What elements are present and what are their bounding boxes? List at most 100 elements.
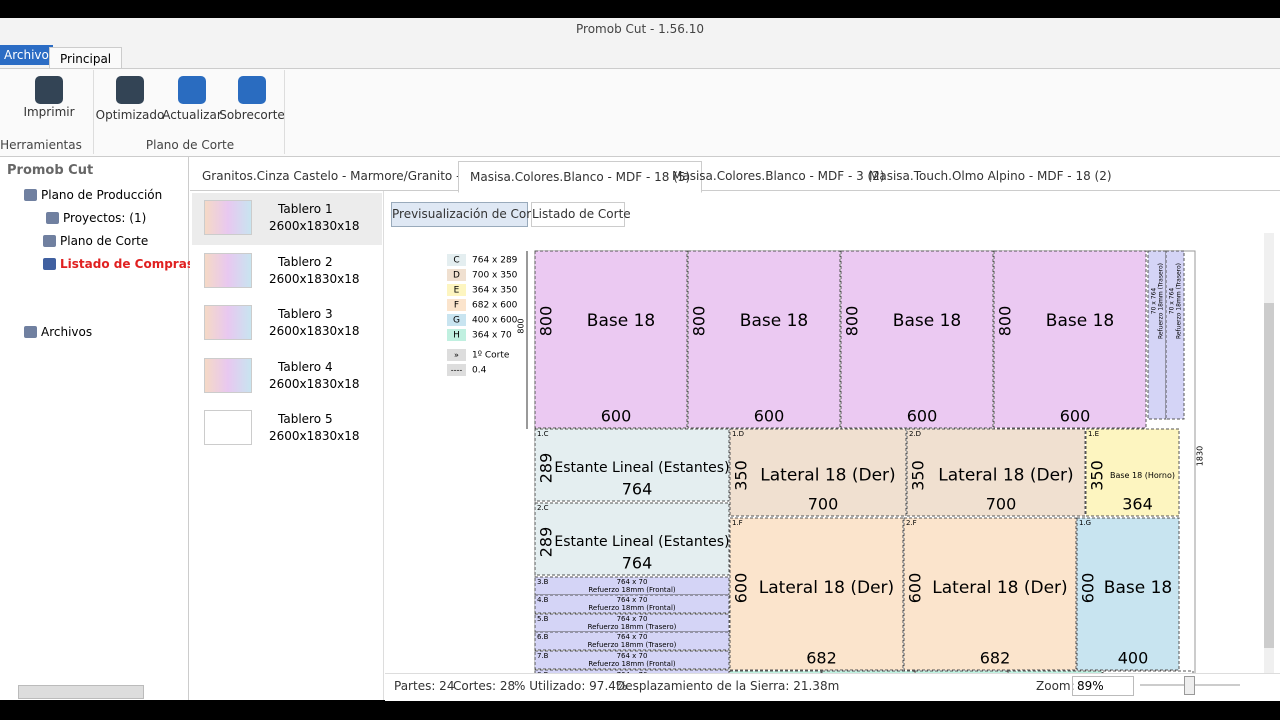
tree-item[interactable]: Plano de Corte [60, 234, 149, 248]
sidebar-scrollbar [18, 685, 144, 699]
legend-swatch [447, 364, 466, 376]
piece-id: 2.H [824, 672, 836, 673]
ribbon-group-label: Plano de Corte [145, 138, 235, 152]
piece [1085, 428, 1180, 517]
board-size: 2600x1830x18 [269, 271, 360, 286]
piece-name: Base 18 [1104, 578, 1172, 598]
piece [906, 428, 1086, 517]
piece [1076, 517, 1180, 671]
ribbon-button[interactable]: Imprimir [23, 105, 75, 119]
piece-id: 1.D [732, 430, 744, 438]
legend-swatch [447, 349, 466, 361]
piece-name: Lateral 18 (Der) [759, 578, 894, 598]
legend-size: 364 x 350 [472, 286, 518, 296]
board-thumbnail[interactable] [204, 305, 252, 340]
piece-height: 350 [732, 460, 751, 491]
board-thumbnail[interactable] [204, 410, 252, 445]
piece-name: Lateral 18 (Der) [760, 466, 895, 486]
board-thumbnail[interactable] [204, 252, 252, 288]
tree-item[interactable]: Archivos [41, 325, 93, 339]
piece-width: 600 [1060, 407, 1091, 426]
board-number: 1 [325, 202, 333, 216]
legend-size: 400 x 600 [472, 316, 518, 326]
piece-id: 4.H [1010, 672, 1022, 673]
cut-diagram: C 764 x 289 D 700 x 350 E 364 x 350 F 682 x 600… [447, 250, 1205, 673]
ribbon-button[interactable]: Sobrecorte [219, 108, 285, 122]
piece-id: 2.F [906, 519, 917, 527]
status-item: Partes: 24 [394, 679, 455, 693]
legend-text: 1º Corte [472, 351, 510, 361]
board-thumbnail[interactable] [204, 357, 252, 393]
piece-id: 3.B [537, 578, 549, 586]
piece-name: Refuerzo 18mm (Frontal) [588, 604, 676, 612]
piece-id: 5.B [537, 615, 549, 623]
piece-width: 600 [754, 407, 785, 426]
board-thumbnail[interactable] [204, 200, 252, 235]
board-number: 5 [325, 412, 333, 426]
zoom-select[interactable]: 89% [1072, 676, 1134, 696]
tree-item[interactable]: Proyectos: (1) [63, 211, 147, 225]
piece-height: 800 [996, 306, 1015, 337]
title-bar [0, 18, 1280, 40]
board-size: 2600x1830x18 [269, 429, 360, 443]
piece [821, 670, 915, 673]
ribbon-tab-principal[interactable]: Principal [49, 47, 123, 70]
material-tab[interactable]: Granitos.Cinza Castelo - Marmore/Granito… [202, 169, 501, 183]
ribbon-icon [238, 76, 266, 104]
piece-width: 600 [907, 407, 938, 426]
piece-id: 2.D [909, 430, 921, 438]
material-tab[interactable]: Masisa.Colores.Blanco - MDF - 3 (2) [672, 169, 885, 183]
piece-size: 364 x 70 [853, 672, 884, 673]
tree-icon [24, 189, 37, 201]
piece [534, 428, 730, 502]
piece-id: 1.G [1079, 519, 1091, 527]
piece-size: 364 x 70 [760, 672, 791, 673]
ribbon-button[interactable]: Optimizado [95, 108, 165, 122]
piece-id: 3.H [917, 672, 929, 673]
board-label: Tablero [278, 412, 322, 426]
piece [534, 613, 730, 633]
ribbon-body [0, 68, 1280, 157]
v-scrollbar-thumb [1264, 303, 1274, 648]
ribbon-tab-archivo[interactable]: Archivo [0, 45, 53, 65]
tree-item[interactable]: Plano de Producción [41, 188, 163, 202]
piece-width: 700 [808, 495, 839, 514]
piece-size: 70 x 764 [1151, 288, 1158, 315]
legend-code: D [453, 271, 460, 281]
piece-height: 600 [906, 573, 925, 604]
tree-item[interactable]: Listado de Compras [60, 257, 194, 271]
legend-code: ---- [451, 366, 463, 375]
piece-id: 8.B [537, 671, 549, 673]
piece [729, 670, 822, 673]
ribbon-button[interactable]: Actualizar [162, 108, 222, 122]
view-tab[interactable]: Listado de Corte [531, 202, 631, 227]
sidebar [0, 157, 189, 700]
piece-size: 764 x 70 [617, 652, 648, 660]
status-item: % Utilizado: 97.4% [514, 679, 628, 693]
piece-width: 400 [1118, 649, 1149, 668]
board-number: 4 [325, 359, 333, 374]
zoom-thumb[interactable] [1184, 676, 1195, 695]
piece-width: 682 [980, 649, 1011, 668]
material-tab[interactable]: Masisa.Colores.Blanco - MDF - 18 (5) [458, 161, 703, 193]
piece-id: 6.B [537, 633, 549, 641]
piece-id: 4.B [537, 596, 549, 604]
view-tab[interactable]: Previsualización de Corte [391, 202, 543, 227]
status-item: Desplazamiento de la Sierra: 21.38m [616, 679, 840, 693]
piece [914, 670, 1008, 673]
status-item: Cortes: 28 [453, 679, 516, 693]
piece [729, 428, 907, 517]
legend-text: 0.4 [472, 366, 487, 376]
piece [534, 594, 730, 614]
piece-width: 364 [1122, 495, 1153, 514]
board-label: Tablero [278, 359, 322, 374]
legend-code: C [453, 256, 459, 266]
board-label: Tablero [278, 202, 322, 216]
piece-width: 764 [622, 480, 653, 499]
material-tab[interactable]: Masisa.Touch.Olmo Alpino - MDF - 18 (2) [869, 169, 1112, 183]
piece-name: Estante Lineal (Estantes) [554, 534, 729, 550]
piece-width: 600 [601, 407, 632, 426]
piece-name: Base 18 [1046, 311, 1114, 331]
piece-height: 350 [909, 460, 928, 491]
